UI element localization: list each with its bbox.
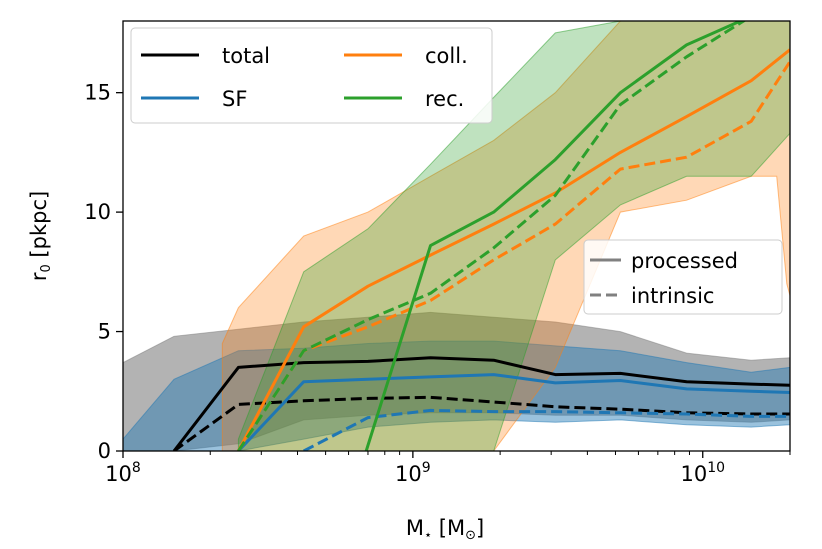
x-axis-label: M⋆ [M⊙] <box>406 516 484 543</box>
band-rec <box>237 21 790 451</box>
line-total-processed <box>172 356 790 451</box>
legend-sf-label: SF <box>222 87 247 111</box>
band-sf <box>123 340 790 451</box>
y-tick-label-1: 5 <box>98 320 111 344</box>
line-coll-intrinsic <box>237 60 790 451</box>
line-sf-processed <box>237 373 790 451</box>
line-rec-processed <box>364 21 745 451</box>
series-lines <box>172 21 790 451</box>
line-rec-intrinsic <box>237 21 747 451</box>
x-tick-label-0: 108 <box>105 460 141 486</box>
legend-rec-label: rec. <box>425 87 464 111</box>
legend-total-label: total <box>222 44 270 68</box>
y-tick-label-2: 10 <box>84 200 111 224</box>
y-tick-label-0: 0 <box>98 439 111 463</box>
legend-intrinsic-label: intrinsic <box>631 284 714 308</box>
style-legend: processed intrinsic <box>583 239 783 315</box>
x-tick-label-2: 1010 <box>680 460 725 486</box>
plot-frame <box>122 20 791 452</box>
legend-processed-label: processed <box>631 249 738 273</box>
series-legend: total SF coll. rec. <box>130 27 493 124</box>
y-tick-label-3: 15 <box>84 81 111 105</box>
band-total <box>123 311 790 451</box>
y-axis-label: r0 [pkpc] <box>27 191 54 281</box>
x-axis-ticks: 108 109 1010 <box>105 451 791 486</box>
line-total-intrinsic <box>173 395 790 451</box>
y-axis-ticks: 0 5 10 15 <box>84 81 123 463</box>
line-sf-intrinsic <box>303 408 790 451</box>
line-coll-processed <box>237 48 790 451</box>
x-tick-label-1: 109 <box>395 460 431 486</box>
legend-coll-label: coll. <box>425 44 468 68</box>
